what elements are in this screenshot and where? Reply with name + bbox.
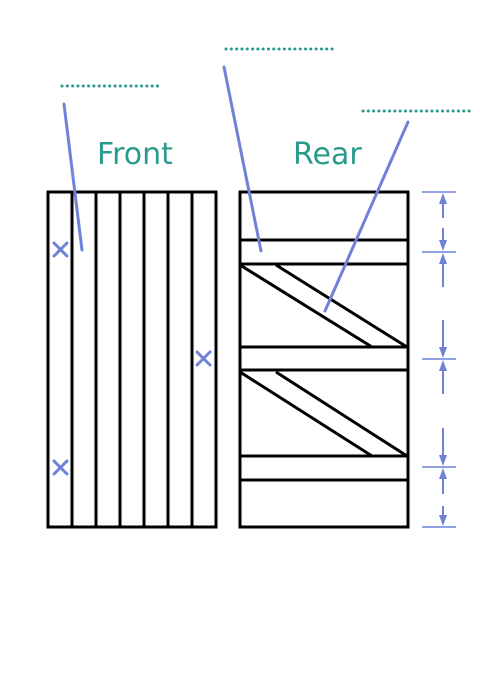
- brace-leader-line: [323, 120, 410, 313]
- upper-brace-edge: [275, 263, 408, 349]
- leader-lines: [62, 65, 410, 313]
- rear-frame: [238, 190, 410, 529]
- rear-gate: [238, 190, 410, 529]
- front-gate: [46, 190, 218, 529]
- label-blanks: [60, 47, 473, 113]
- lower-brace-edge: [239, 370, 373, 458]
- front-leader-line: [62, 102, 84, 252]
- x-mark-icon: [52, 241, 69, 258]
- ledge-leader-line: [222, 65, 263, 253]
- upper-brace-edge: [239, 263, 373, 349]
- double-headed-arrow-icon: [439, 468, 447, 526]
- double-headed-arrow-icon: [439, 193, 447, 251]
- dimension-markers: [422, 191, 456, 528]
- x-mark-icon: [52, 459, 69, 476]
- lower-brace-edge: [275, 370, 408, 458]
- front-frame: [46, 190, 218, 529]
- double-headed-arrow-icon: [439, 360, 447, 466]
- nail-marks: [52, 241, 212, 476]
- front-title: Front: [97, 137, 173, 172]
- double-headed-arrow-icon: [439, 253, 447, 358]
- x-mark-icon: [195, 350, 212, 367]
- rear-title: Rear: [293, 137, 362, 172]
